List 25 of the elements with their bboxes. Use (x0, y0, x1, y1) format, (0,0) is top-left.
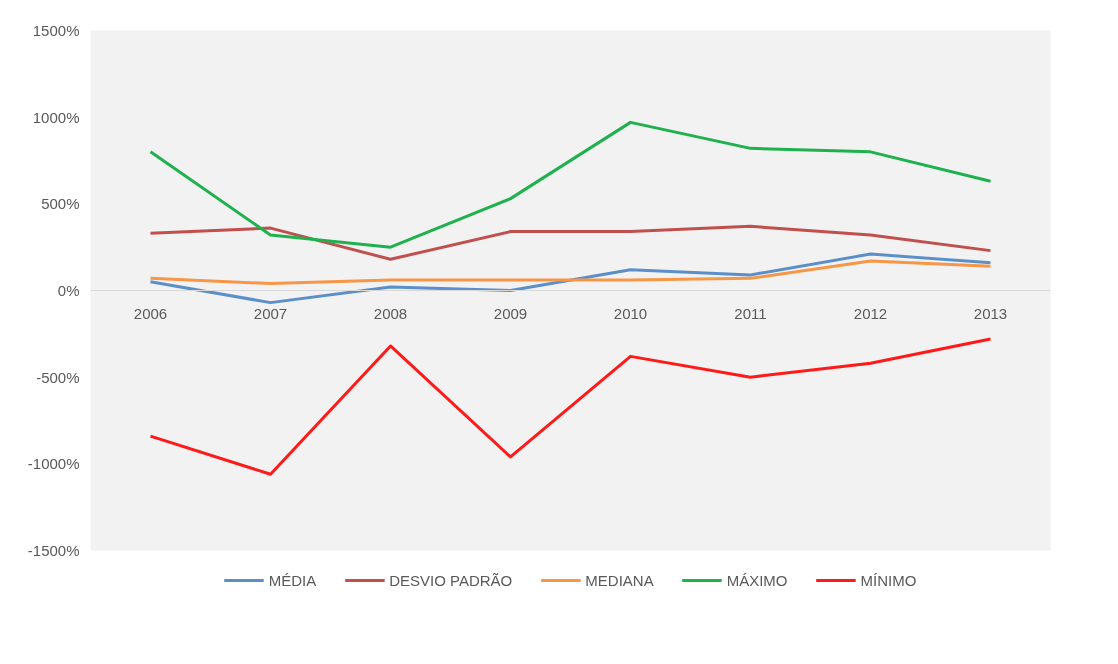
x-tick-label: 2006 (133, 304, 168, 322)
line-series (149, 120, 992, 249)
x-tick-label: 2012 (853, 304, 888, 322)
x-tick-label: 2013 (973, 304, 1008, 322)
y-tick-label: 1500% (32, 22, 80, 39)
legend-label: DESVIO PADRÃO (389, 571, 513, 589)
x-tick-label: 2010 (613, 304, 648, 322)
x-tick-label: 2009 (493, 304, 528, 322)
line-series (149, 337, 992, 476)
x-tick-label: 2008 (373, 304, 408, 322)
y-tick-label: 1000% (32, 108, 80, 126)
line-series (149, 252, 992, 305)
line-series (149, 259, 992, 286)
x-tick-label: 2007 (253, 304, 288, 322)
x-tick-label: 2011 (734, 304, 767, 322)
line-series (149, 224, 992, 261)
y-tick-label: -1000% (27, 455, 80, 473)
legend-label: MÍNIMO (860, 571, 917, 589)
y-tick-label: -1500% (27, 542, 80, 559)
y-tick-label: 0% (57, 282, 80, 299)
y-tick-label: 500% (41, 195, 80, 213)
legend-label: MÉDIA (268, 571, 317, 589)
legend-label: MÁXIMO (726, 571, 788, 589)
legend-label: MEDIANA (585, 571, 654, 589)
y-tick-label: -500% (36, 368, 80, 386)
